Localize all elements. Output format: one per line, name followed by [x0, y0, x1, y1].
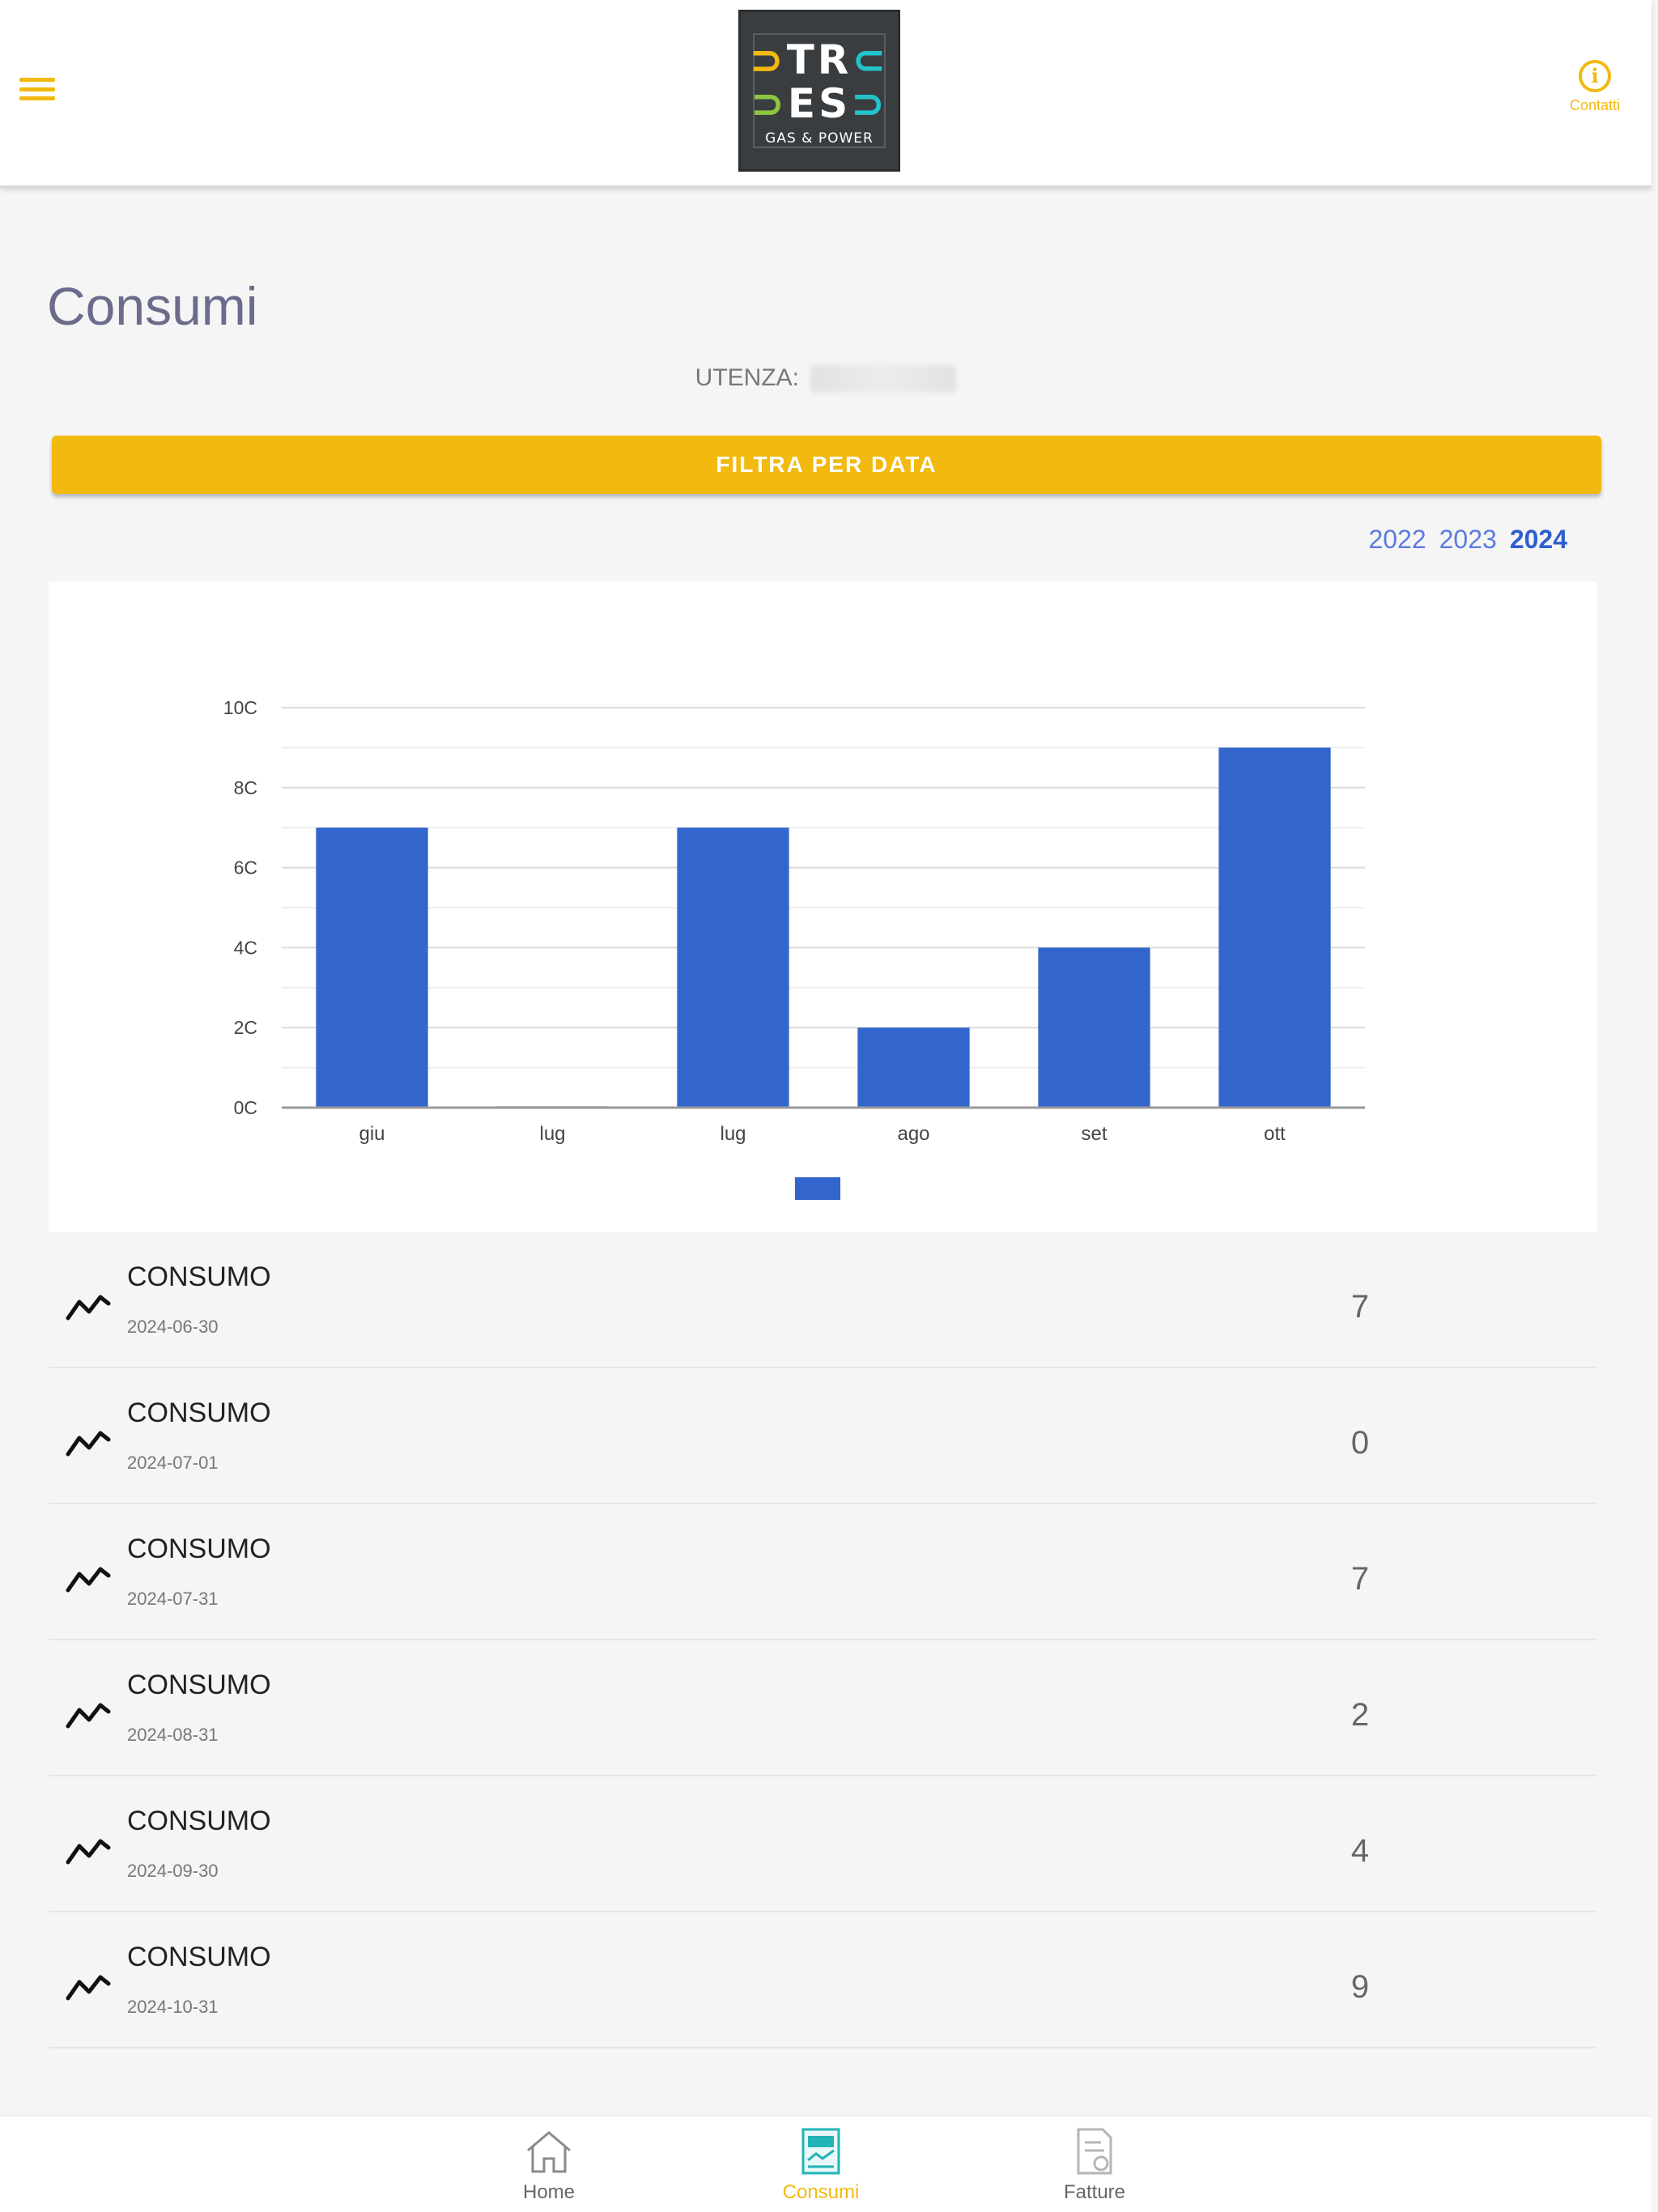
y-tick-label: 6C [234, 857, 257, 878]
logo-subtitle: GAS & POWER [765, 130, 874, 147]
logo-frame: ⊃TR⊂ ⊃ES⊃ GAS & POWER [749, 33, 890, 148]
consumption-bar-chart: 0C 2C 4C 6C 8C 10C giu lug lug ago set ott [223, 697, 1365, 1200]
x-tick-label: ott [1264, 1123, 1286, 1145]
list-item-date: 2024-06-30 [127, 1317, 219, 1337]
chart-bar [857, 1027, 970, 1108]
trend-line-icon [66, 1975, 111, 2001]
utenza-line: UTENZA: [0, 364, 1652, 393]
x-tick-label: giu [359, 1123, 385, 1145]
y-tick-label: 10C [223, 697, 257, 718]
list-item-value: 2 [1350, 1697, 1370, 1733]
consumption-list: CONSUMO 2024-06-30 7 CONSUMO 2024-07-01 0 CONS… [49, 1232, 1596, 2048]
tab-home[interactable]: Home [476, 2128, 622, 2204]
filter-by-date-button[interactable]: FILTRA PER DATA [52, 436, 1601, 494]
list-item-date: 2024-09-30 [127, 1861, 219, 1881]
list-item-value: 7 [1350, 1289, 1370, 1325]
info-icon: i [1579, 60, 1611, 92]
trend-line-icon [66, 1431, 111, 1457]
y-tick-label: 0C [234, 1097, 257, 1118]
tab-fatture[interactable]: Fatture [1022, 2128, 1167, 2204]
tab-consumi-label: Consumi [782, 2181, 860, 2203]
list-item-title: CONSUMO [127, 1806, 271, 1836]
list-item-title: CONSUMO [127, 1670, 271, 1700]
utenza-value-redacted [810, 365, 957, 393]
x-tick-label: lug [539, 1123, 565, 1145]
list-item-title: CONSUMO [127, 1942, 271, 1972]
consumption-chart-card: 0C 2C 4C 6C 8C 10C giu lug lug ago set ott [49, 581, 1596, 1232]
y-tick-label: 8C [234, 777, 257, 798]
list-item[interactable]: CONSUMO 2024-09-30 4 [49, 1776, 1596, 1912]
menu-bar [19, 78, 55, 82]
list-item[interactable]: CONSUMO 2024-07-31 7 [49, 1504, 1596, 1640]
list-item-date: 2024-07-01 [127, 1453, 219, 1473]
menu-bar [19, 87, 55, 91]
app-header: ⊃TR⊂ ⊃ES⊃ GAS & POWER i Contatti [0, 0, 1652, 188]
chart-bar [677, 827, 789, 1108]
utenza-label: UTENZA: [695, 364, 799, 391]
list-item-title: CONSUMO [127, 1397, 271, 1428]
year-option-2022[interactable]: 2022 [1368, 525, 1426, 554]
year-selector: 2022 2023 2024 [1368, 525, 1567, 555]
year-option-2024[interactable]: 2024 [1509, 525, 1567, 554]
list-item-value: 0 [1350, 1425, 1370, 1461]
chart-bar [1218, 747, 1331, 1108]
y-tick-label: 2C [234, 1017, 257, 1038]
trend-line-icon [66, 1295, 111, 1321]
list-item-value: 4 [1350, 1833, 1370, 1869]
chart-bar [1038, 947, 1150, 1108]
home-icon [527, 2131, 571, 2173]
tab-home-label: Home [522, 2181, 576, 2203]
page-title: Consumi [47, 276, 258, 336]
trend-line-icon [66, 1567, 111, 1593]
consumption-icon [801, 2128, 840, 2175]
x-tick-label: lug [720, 1123, 746, 1145]
list-item-value: 9 [1350, 1969, 1370, 2005]
invoice-icon [1077, 2128, 1112, 2175]
list-item-value: 7 [1350, 1561, 1370, 1597]
hamburger-menu-icon[interactable] [16, 73, 58, 105]
list-item[interactable]: CONSUMO 2024-06-30 7 [49, 1232, 1596, 1368]
menu-bar [19, 96, 55, 100]
list-item-title: CONSUMO [127, 1261, 271, 1292]
bottom-tab-bar: Home Consumi Fatture [0, 2115, 1652, 2212]
list-item[interactable]: CONSUMO 2024-08-31 2 [49, 1640, 1596, 1776]
list-item-date: 2024-07-31 [127, 1589, 219, 1609]
chart-bar [316, 827, 428, 1108]
contacts-label: Contatti [1569, 97, 1621, 113]
logo-line-2: ⊃ES⊃ [750, 80, 888, 127]
trend-line-icon [66, 1703, 111, 1729]
logo-line-1: ⊃TR⊂ [749, 36, 890, 83]
x-tick-label: set [1081, 1123, 1107, 1145]
list-item-date: 2024-08-31 [127, 1725, 219, 1745]
trend-line-icon [66, 1839, 111, 1865]
list-item[interactable]: CONSUMO 2024-10-31 9 [49, 1912, 1596, 2048]
brand-logo[interactable]: ⊃TR⊂ ⊃ES⊃ GAS & POWER [738, 10, 900, 172]
list-item-title: CONSUMO [127, 1534, 271, 1564]
list-item-date: 2024-10-31 [127, 1997, 219, 2017]
list-item[interactable]: CONSUMO 2024-07-01 0 [49, 1368, 1596, 1504]
tab-fatture-label: Fatture [1063, 2181, 1126, 2203]
tab-consumi[interactable]: Consumi [748, 2128, 894, 2204]
legend-swatch [795, 1177, 840, 1200]
year-option-2023[interactable]: 2023 [1439, 525, 1497, 554]
y-tick-label: 4C [234, 937, 257, 958]
x-tick-label: ago [897, 1123, 929, 1145]
contacts-button[interactable]: i Contatti [1554, 60, 1635, 114]
